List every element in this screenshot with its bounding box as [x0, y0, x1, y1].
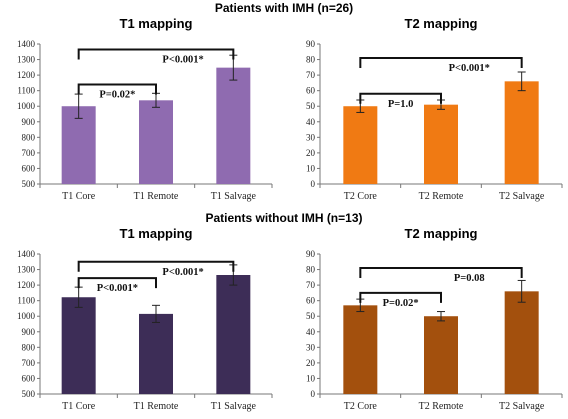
y-tick-label: 50	[306, 101, 316, 111]
x-tick-label: T1 Salvage	[211, 401, 257, 412]
y-tick-label: 600	[22, 373, 36, 383]
chart-title: T1 mapping	[120, 226, 193, 241]
bar	[504, 291, 539, 394]
y-tick-label: 60	[306, 86, 316, 96]
y-tick-label: 80	[306, 55, 316, 65]
y-tick-label: 10	[306, 373, 316, 383]
y-tick-label: 1100	[17, 296, 35, 306]
y-tick-label: 800	[22, 132, 36, 142]
y-tick-label: 1300	[17, 55, 36, 65]
y-tick-label: 1000	[17, 311, 36, 321]
significance-bracket	[77, 277, 157, 289]
significance-bracket	[359, 267, 523, 278]
significance-bracket	[77, 83, 157, 95]
y-tick-label: 600	[22, 163, 36, 173]
p-value-label: P=0.08	[454, 273, 485, 284]
y-tick-label: 60	[306, 296, 316, 306]
y-tick-label: 700	[22, 148, 36, 158]
y-tick-label: 1400	[17, 249, 36, 259]
bar	[139, 100, 173, 184]
x-tick-label: T2 Salvage	[499, 401, 545, 412]
x-tick-label: T2 Core	[344, 401, 378, 412]
y-tick-label: 40	[306, 327, 316, 337]
significance-bracket	[359, 57, 523, 68]
y-tick-label: 1000	[17, 101, 36, 111]
x-tick-label: T2 Salvage	[499, 191, 545, 202]
chart-title: T1 mapping	[120, 16, 193, 31]
bar	[343, 106, 378, 184]
y-tick-label: 500	[22, 389, 36, 399]
y-tick-label: 20	[306, 148, 316, 158]
y-tick-label: 0	[311, 179, 316, 189]
x-tick-label: T1 Salvage	[211, 191, 257, 202]
y-tick-label: 700	[22, 358, 36, 368]
p-value-label: P=0.02*	[99, 89, 135, 100]
p-value-label: P=0.02*	[383, 298, 419, 309]
y-tick-label: 500	[22, 179, 36, 189]
bar	[424, 316, 458, 394]
x-tick-label: T1 Remote	[134, 401, 179, 412]
y-tick-label: 70	[306, 70, 316, 80]
p-value-label: P<0.001*	[97, 283, 138, 294]
bar	[61, 297, 96, 394]
p-value-label: P<0.001*	[162, 267, 203, 278]
y-tick-label: 1200	[17, 70, 36, 80]
significance-bracket	[77, 48, 235, 60]
x-tick-label: T1 Remote	[134, 191, 179, 202]
significance-bracket	[77, 260, 235, 272]
y-tick-label: 50	[306, 311, 316, 321]
significance-bracket	[359, 291, 442, 303]
y-tick-label: 30	[306, 132, 316, 142]
y-tick-label: 1300	[17, 265, 36, 275]
y-tick-label: 1100	[17, 86, 35, 96]
y-tick-label: 1400	[17, 39, 36, 49]
bar	[504, 81, 539, 184]
section-title-with-imh: Patients with IMH (n=26)	[215, 1, 353, 15]
x-tick-label: T2 Remote	[419, 401, 464, 412]
y-tick-label: 800	[22, 342, 36, 352]
y-tick-label: 30	[306, 342, 316, 352]
y-tick-label: 90	[306, 249, 316, 259]
bar	[216, 67, 251, 184]
y-tick-label: 0	[311, 389, 316, 399]
section-title-without-imh: Patients without IMH (n=13)	[205, 211, 362, 225]
x-tick-label: T1 Core	[62, 191, 96, 202]
bar	[343, 305, 378, 394]
bar	[424, 104, 458, 184]
bar	[61, 106, 96, 184]
y-tick-label: 80	[306, 265, 316, 275]
x-tick-label: T2 Remote	[419, 191, 464, 202]
y-tick-label: 900	[22, 327, 36, 337]
y-tick-label: 900	[22, 117, 36, 127]
y-tick-label: 20	[306, 358, 316, 368]
x-tick-label: T2 Core	[344, 191, 378, 202]
x-tick-label: T1 Core	[62, 401, 96, 412]
y-tick-label: 70	[306, 280, 316, 290]
significance-bracket	[359, 92, 442, 104]
bar	[216, 275, 251, 394]
y-tick-label: 90	[306, 39, 316, 49]
y-tick-label: 1200	[17, 280, 36, 290]
y-tick-label: 10	[306, 163, 316, 173]
y-tick-label: 40	[306, 117, 316, 127]
chart-title: T2 mapping	[405, 226, 478, 241]
bar	[139, 313, 173, 394]
p-value-label: P<0.001*	[449, 63, 490, 74]
p-value-label: P<0.001*	[162, 54, 203, 65]
p-value-label: P=1.0	[388, 99, 414, 110]
chart-title: T2 mapping	[405, 16, 478, 31]
